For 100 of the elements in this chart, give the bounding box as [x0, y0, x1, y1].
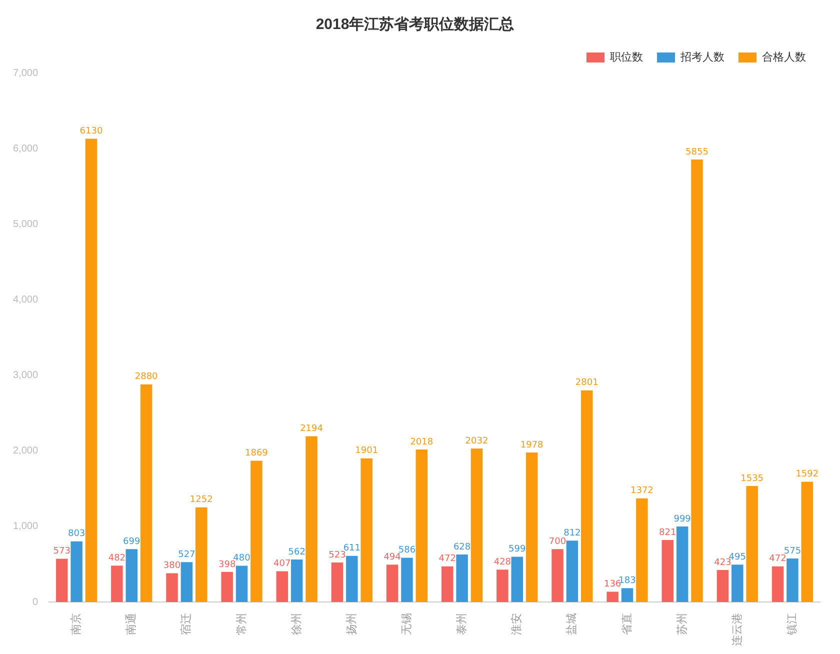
- data-label: 398: [218, 560, 236, 570]
- bar: [56, 558, 68, 602]
- bar: [401, 558, 413, 602]
- bar: [552, 549, 564, 602]
- data-label: 562: [288, 547, 306, 558]
- x-tick-label: 宿迁: [180, 613, 193, 635]
- x-tick-label: 苏州: [675, 613, 688, 635]
- bar: [456, 554, 468, 602]
- data-label: 573: [53, 546, 70, 557]
- bar: [772, 566, 784, 602]
- bar: [676, 526, 688, 602]
- legend-label: 职位数: [610, 52, 643, 64]
- data-label: 1978: [520, 440, 544, 450]
- bar: [250, 460, 262, 602]
- data-label: 6130: [80, 126, 103, 137]
- chart-title: 2018年江苏省考职位数据汇总: [316, 16, 514, 34]
- y-tick-label: 6,000: [12, 143, 38, 154]
- bar: [126, 549, 138, 602]
- bar: [140, 384, 152, 602]
- x-tick-label: 淮安: [510, 613, 524, 635]
- bar: [221, 572, 233, 602]
- bar: [511, 556, 523, 602]
- x-tick-label: 常州: [234, 613, 248, 635]
- bar: [441, 566, 454, 602]
- data-label: 575: [784, 546, 802, 556]
- x-tick-label: 南京: [70, 613, 83, 635]
- data-label: 472: [769, 554, 786, 564]
- bar: [526, 452, 538, 602]
- data-label: 699: [123, 537, 140, 548]
- bar: [716, 570, 729, 602]
- data-label: 380: [163, 561, 181, 572]
- bar: [470, 448, 483, 602]
- x-tick-label: 扬州: [344, 613, 358, 635]
- data-label: 2018: [410, 437, 434, 448]
- bar: [306, 436, 318, 602]
- data-label: 2801: [575, 378, 598, 388]
- x-tick-label: 镇江: [786, 613, 798, 636]
- x-tick-label: 盐城: [565, 613, 578, 635]
- bar: [786, 558, 798, 602]
- bar: [566, 540, 578, 602]
- bar: [732, 564, 744, 602]
- bar: [746, 486, 758, 602]
- bar: [606, 592, 618, 602]
- y-tick-label: 2,000: [12, 446, 38, 457]
- data-label: 2032: [465, 436, 488, 446]
- bar: [801, 482, 814, 602]
- data-label: 5855: [686, 147, 708, 158]
- bar: [496, 570, 508, 602]
- x-tick-label: 无锡: [401, 613, 414, 635]
- data-label: 423: [714, 558, 732, 568]
- data-label: 812: [564, 528, 581, 538]
- data-label: 803: [68, 529, 86, 540]
- bar: [70, 541, 82, 602]
- data-label: 523: [328, 550, 346, 560]
- data-label: 1252: [190, 495, 213, 506]
- data-label: 821: [659, 528, 676, 538]
- bar: [180, 562, 193, 602]
- data-label: 407: [274, 559, 291, 570]
- y-tick-label: 3,000: [12, 370, 38, 382]
- data-label: 472: [438, 554, 456, 564]
- data-label: 527: [178, 550, 196, 560]
- y-tick-label: 1,000: [12, 521, 38, 532]
- legend-label: 合格人数: [762, 50, 806, 64]
- data-label: 599: [508, 544, 526, 555]
- data-label: 2194: [300, 424, 324, 434]
- bar: [621, 588, 634, 602]
- bar: [85, 138, 98, 602]
- bar: [360, 458, 372, 602]
- bar: [691, 160, 703, 602]
- data-label: 1535: [740, 474, 764, 484]
- x-tick-label: 连云港: [730, 613, 744, 646]
- data-label: 1372: [630, 486, 654, 496]
- x-tick-label: 省直: [620, 613, 634, 635]
- x-tick-label: 泰州: [455, 613, 468, 635]
- y-tick-label: 0: [32, 596, 38, 608]
- bar: [636, 498, 648, 602]
- bar: [111, 566, 123, 602]
- bar: [290, 560, 303, 602]
- legend-label: 招考人数: [680, 50, 724, 64]
- data-label: 1869: [245, 448, 268, 459]
- y-tick-label: 7,000: [12, 68, 38, 79]
- data-label: 2880: [134, 372, 158, 382]
- data-label: 482: [108, 553, 126, 564]
- bar: [662, 540, 674, 602]
- bar: [236, 566, 248, 602]
- data-label: 628: [453, 542, 471, 552]
- data-label: 136: [604, 580, 622, 590]
- bar: [196, 507, 208, 602]
- data-label: 428: [494, 558, 512, 568]
- bar: [166, 573, 178, 602]
- x-tick-label: 徐州: [290, 613, 303, 635]
- data-label: 700: [548, 536, 566, 547]
- bar: [276, 571, 288, 602]
- data-label: 1901: [355, 446, 378, 456]
- bar: [386, 564, 398, 602]
- bar: [346, 556, 358, 602]
- x-tick-label: 南通: [124, 613, 138, 635]
- bar: [416, 449, 428, 602]
- data-label: 999: [674, 514, 692, 524]
- bar: [580, 390, 593, 602]
